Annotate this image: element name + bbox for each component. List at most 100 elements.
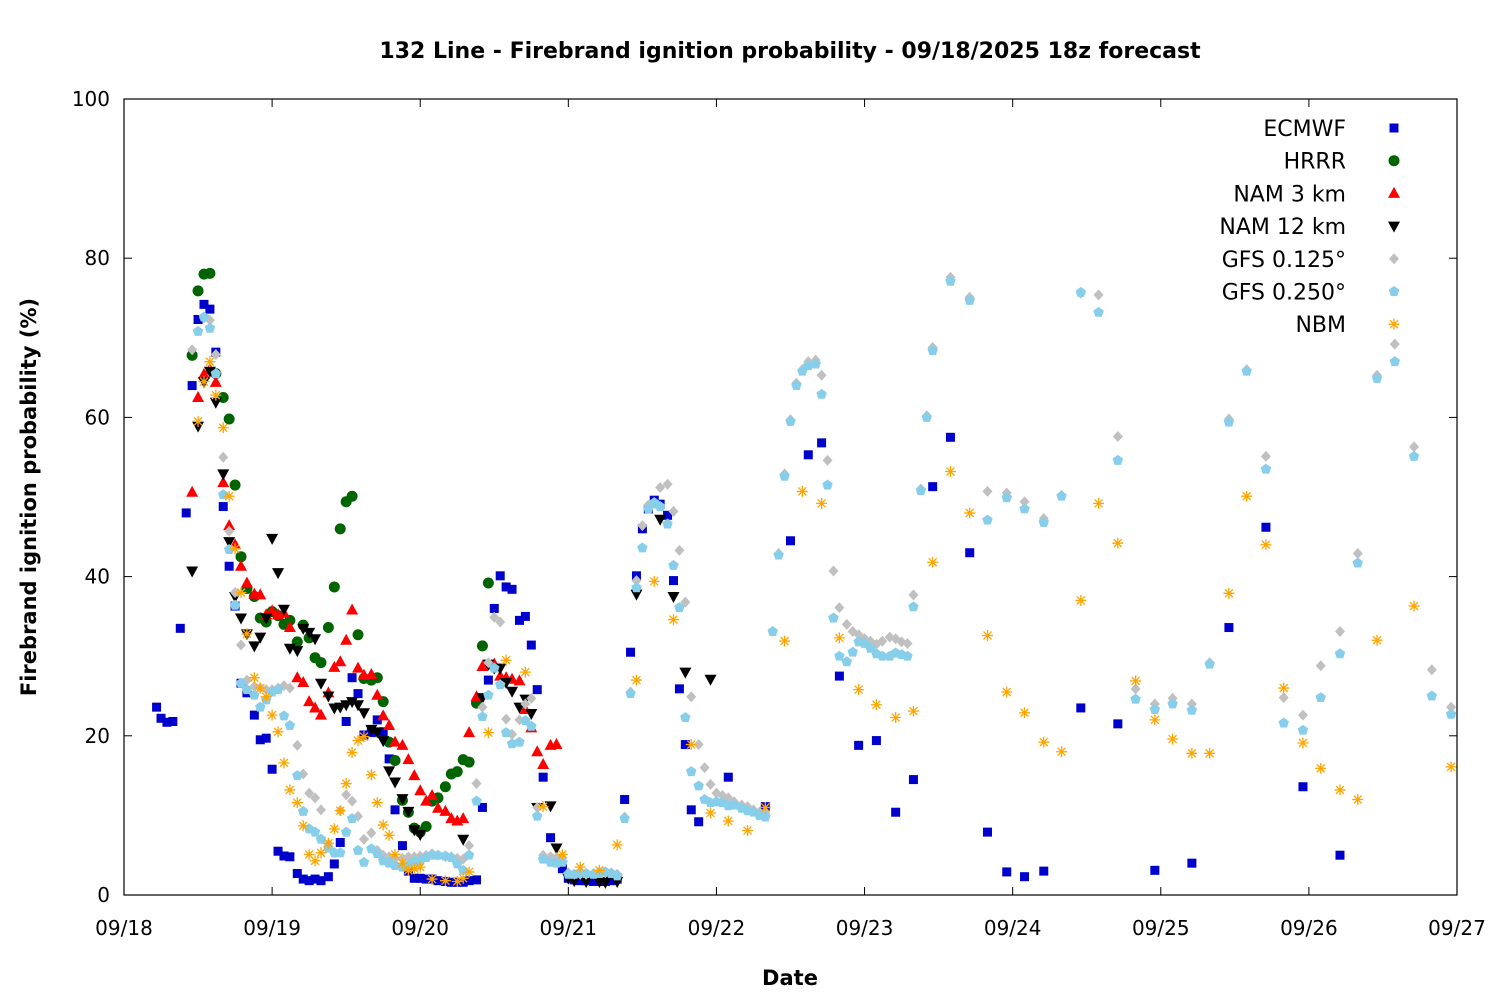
gfs-0-125-point [902, 637, 913, 649]
gfs-0-125-point [187, 344, 198, 356]
ecmwf-point [723, 772, 733, 782]
gfs-0-250-point [489, 662, 500, 673]
ecmwf-point [538, 772, 548, 782]
nam-3-km-point [209, 375, 222, 387]
nam-12-km-point [235, 613, 248, 625]
nam-12-km-point [506, 686, 519, 698]
ecmwf-point [674, 684, 684, 694]
gfs-0-125-point [501, 713, 512, 725]
gfs-0-250-point [1075, 286, 1087, 297]
gfs-0-125-point [1446, 701, 1457, 713]
series-nbm [192, 356, 1457, 887]
nam-12-km-point [414, 830, 427, 842]
gfs-0-125-point [520, 698, 531, 710]
nam-12-km-point [408, 825, 421, 837]
ecmwf-point [384, 754, 394, 764]
x-tick-label: 09/20 [391, 916, 449, 940]
gfs-0-250-point [654, 501, 666, 511]
gfs-0-125-point [1260, 450, 1271, 462]
series-nam-3-km [186, 363, 563, 826]
ecmwf-point [335, 837, 345, 847]
ecmwf-point [397, 841, 407, 851]
ecmwf-point [620, 794, 630, 804]
gfs-0-125-point [236, 639, 247, 651]
nbm-point [260, 691, 272, 703]
gfs-0-250-point [229, 599, 241, 610]
gfs-0-250-point [452, 858, 463, 869]
gfs-0-250-point [847, 646, 858, 657]
gfs-0-250-point [1167, 698, 1178, 709]
nam-3-km-point [309, 701, 322, 713]
ecmwf-point [1020, 872, 1030, 882]
hrrr-point [229, 479, 241, 491]
ecmwf-point [507, 584, 517, 594]
nam-3-km-point [197, 367, 210, 379]
gfs-0-250-point [526, 720, 537, 731]
legend-marker-hrrr [1388, 155, 1400, 167]
gfs-0-250-point [637, 542, 648, 553]
nbm-point [396, 857, 408, 869]
gfs-0-125-point [908, 589, 919, 601]
nam-12-km-point [217, 469, 230, 481]
nam-12-km-point [314, 678, 327, 690]
ecmwf-point [1298, 782, 1308, 792]
nam-12-km-point [322, 691, 335, 703]
nam-12-km-point [309, 634, 322, 646]
gfs-0-125-point [668, 505, 679, 517]
ecmwf-point [464, 876, 474, 886]
series-gfs-0-125 [187, 271, 1457, 880]
y-tick-label: 80 [85, 246, 110, 270]
ecmwf-point [982, 827, 992, 837]
ecmwf-point [378, 727, 388, 737]
nbm-point [779, 635, 791, 647]
series-gfs-0-250 [192, 275, 1457, 881]
nbm-point [322, 837, 334, 849]
nbm-point [358, 731, 370, 743]
gfs-0-125-point [877, 635, 888, 647]
nbm-point [1112, 537, 1124, 549]
nam-12-km-point [544, 801, 557, 813]
gfs-0-250-point [1408, 450, 1420, 461]
hrrr-point [322, 622, 334, 634]
ecmwf-point [891, 807, 901, 817]
nbm-point [248, 672, 260, 684]
x-tick-label: 09/21 [540, 916, 598, 940]
gfs-0-250-point [791, 380, 802, 391]
gfs-0-250-point [810, 358, 821, 369]
nbm-point [346, 747, 358, 759]
nam-12-km-point [377, 736, 390, 748]
nam-12-km-point [260, 613, 273, 625]
hrrr-point [420, 821, 432, 833]
nbm-point [408, 863, 420, 875]
gfs-0-125-point [1297, 709, 1308, 721]
nam-3-km-point [314, 708, 327, 720]
x-tick-label: 09/26 [1280, 916, 1338, 940]
gfs-0-125-point [699, 762, 710, 774]
hrrr-point [192, 285, 204, 297]
nbm-point [1093, 497, 1105, 509]
gfs-0-250-point [816, 388, 827, 399]
gfs-0-125-point [674, 544, 685, 556]
ecmwf-point [606, 876, 616, 886]
y-tick-label: 0 [97, 883, 110, 907]
nbm-point [722, 815, 734, 827]
nbm-point [500, 654, 512, 666]
ecmwf-point [285, 852, 295, 862]
gfs-0-250-point [192, 325, 204, 336]
nbm-point [229, 543, 241, 555]
nam-12-km-point [679, 667, 692, 679]
nbm-point [705, 807, 717, 819]
gfs-0-250-point [668, 559, 679, 570]
nbm-point [254, 682, 266, 694]
gfs-0-125-point [224, 525, 235, 537]
nbm-point [1167, 733, 1179, 745]
nbm-point [1315, 762, 1327, 774]
nbm-point [297, 820, 309, 832]
nam-3-km-point [235, 559, 248, 571]
gfs-0-250-point [500, 727, 512, 738]
nam-12-km-point [303, 627, 316, 639]
ecmwf-point [261, 733, 271, 743]
gfs-0-125-point [631, 575, 642, 587]
nam-12-km-point [203, 366, 216, 378]
gfs-0-250-point [902, 650, 913, 661]
